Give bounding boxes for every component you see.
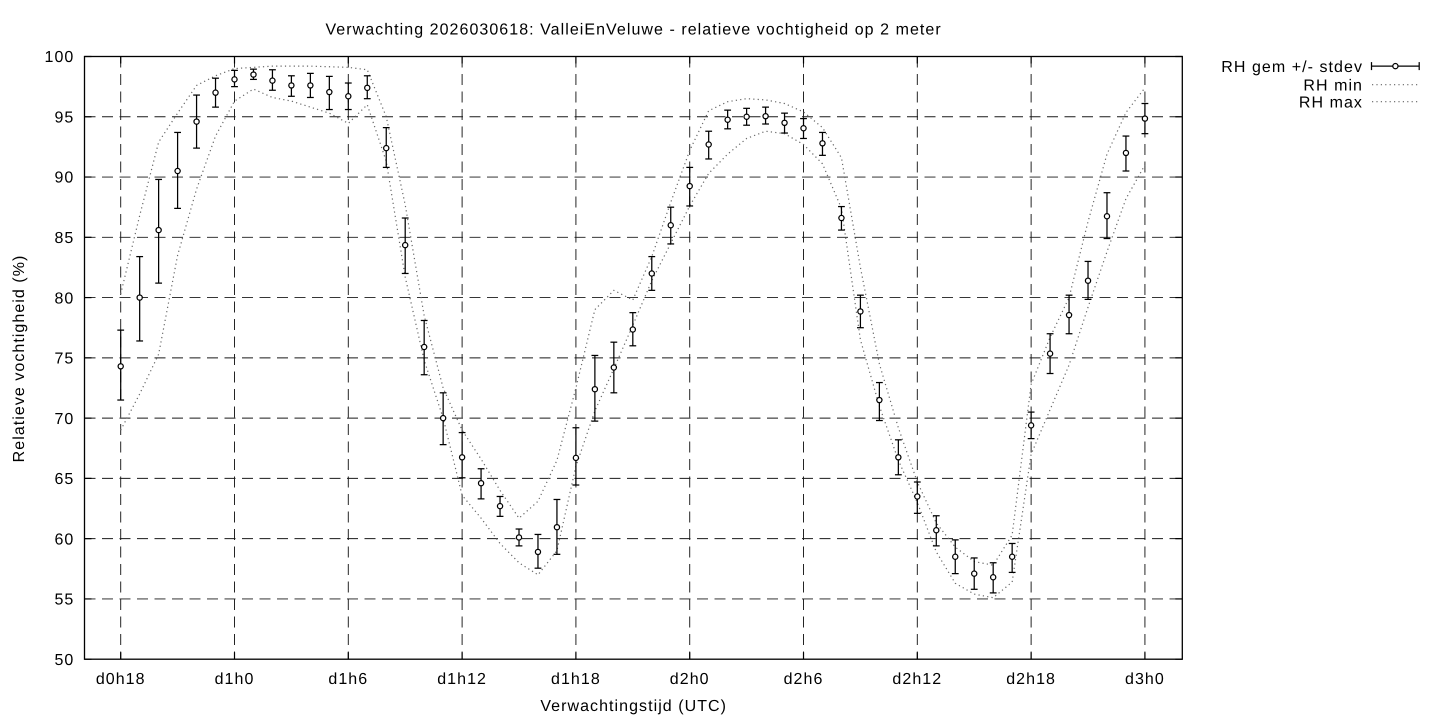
- svg-text:d2h12: d2h12: [892, 671, 942, 688]
- svg-text:55: 55: [54, 592, 74, 609]
- svg-text:Relatieve vochtigheid (%): Relatieve vochtigheid (%): [11, 255, 28, 463]
- svg-text:65: 65: [54, 471, 74, 488]
- svg-text:100: 100: [45, 49, 75, 66]
- svg-text:RH max: RH max: [1299, 94, 1363, 111]
- svg-text:d2h0: d2h0: [670, 671, 710, 688]
- svg-text:d1h6: d1h6: [328, 671, 368, 688]
- svg-text:d1h18: d1h18: [551, 671, 601, 688]
- svg-text:75: 75: [54, 351, 74, 368]
- svg-text:RH gem +/- stdev: RH gem +/- stdev: [1221, 59, 1363, 76]
- svg-text:d1h12: d1h12: [437, 671, 487, 688]
- svg-text:d3h0: d3h0: [1125, 671, 1165, 688]
- svg-text:d1h0: d1h0: [215, 671, 255, 688]
- svg-text:d0h18: d0h18: [96, 671, 146, 688]
- svg-text:d2h6: d2h6: [784, 671, 824, 688]
- svg-text:d2h18: d2h18: [1006, 671, 1056, 688]
- svg-text:70: 70: [54, 411, 74, 428]
- svg-text:50: 50: [54, 652, 74, 669]
- svg-text:Verwachtingstijd (UTC): Verwachtingstijd (UTC): [540, 698, 727, 715]
- svg-text:85: 85: [54, 230, 74, 247]
- svg-text:95: 95: [54, 109, 74, 126]
- svg-text:80: 80: [54, 290, 74, 307]
- svg-text:RH min: RH min: [1303, 77, 1363, 94]
- svg-text:60: 60: [54, 531, 74, 548]
- svg-text:90: 90: [54, 170, 74, 187]
- svg-text:Verwachting 2026030618: Vallei: Verwachting 2026030618: ValleiEnVeluwe -…: [325, 22, 941, 39]
